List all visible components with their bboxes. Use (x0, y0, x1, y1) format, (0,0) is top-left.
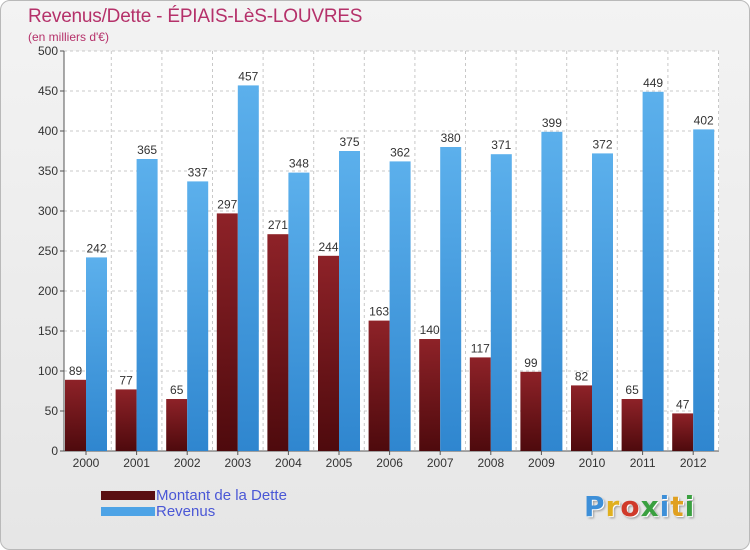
bar-dette (115, 389, 137, 451)
data-label-dette: 99 (524, 356, 538, 370)
y-tick-label: 0 (51, 444, 58, 458)
y-tick-label: 250 (38, 244, 58, 258)
bar-revenus (693, 129, 715, 451)
legend-label-revenus: Revenus (156, 503, 216, 520)
y-tick-label: 200 (38, 284, 58, 298)
data-label-revenus: 380 (441, 131, 461, 145)
bar-dette (368, 320, 390, 451)
y-tick-label: 500 (38, 44, 58, 58)
data-label-revenus: 399 (542, 116, 562, 130)
data-label-revenus: 242 (86, 241, 106, 255)
bar-revenus (440, 147, 462, 451)
y-tick-label: 300 (38, 204, 58, 218)
x-tick-label: 2009 (528, 456, 555, 470)
x-tick-label: 2000 (73, 456, 100, 470)
x-tick-label: 2010 (579, 456, 606, 470)
bar-dette (520, 371, 542, 451)
y-tick-label: 450 (38, 84, 58, 98)
data-label-dette: 65 (170, 383, 184, 397)
data-label-dette: 140 (420, 323, 440, 337)
data-label-dette: 163 (369, 305, 389, 319)
bar-revenus (592, 153, 613, 451)
bar-dette (267, 234, 289, 451)
x-tick-label: 2001 (123, 456, 150, 470)
bar-revenus (187, 181, 209, 451)
x-tick-label: 2008 (477, 456, 504, 470)
data-label-dette: 47 (676, 397, 690, 411)
data-label-dette: 82 (575, 369, 589, 383)
bar-revenus (86, 257, 107, 451)
x-tick-label: 2005 (326, 456, 353, 470)
data-label-dette: 89 (69, 364, 83, 378)
data-label-dette: 117 (471, 341, 490, 355)
bar-revenus (339, 151, 360, 451)
x-tick-label: 2003 (224, 456, 251, 470)
chart-subtitle: (en milliers d'€) (28, 30, 109, 44)
data-label-revenus: 337 (188, 165, 208, 179)
data-label-revenus: 457 (238, 69, 258, 83)
data-label-dette: 77 (119, 373, 133, 387)
legend-label-dette: Montant de la Dette (156, 487, 287, 504)
bar-dette (672, 413, 694, 451)
bar-dette (318, 255, 339, 451)
data-label-revenus: 375 (339, 135, 359, 149)
data-label-revenus: 362 (390, 145, 410, 159)
legend-swatch-dette (101, 491, 155, 500)
x-tick-label: 2006 (376, 456, 403, 470)
x-tick-label: 2012 (680, 456, 707, 470)
data-label-revenus: 371 (491, 138, 511, 152)
data-label-revenus: 449 (643, 76, 663, 90)
legend-swatch-revenus (101, 507, 155, 516)
bar-revenus (237, 85, 259, 452)
bar-revenus (541, 131, 563, 452)
bar-dette (571, 385, 592, 451)
bar-dette (65, 379, 86, 451)
x-tick-label: 2002 (174, 456, 201, 470)
x-tick-label: 2007 (427, 456, 454, 470)
bar-dette (166, 399, 188, 451)
y-tick-label: 100 (38, 364, 58, 378)
bar-dette (216, 213, 238, 451)
data-label-revenus: 402 (694, 113, 714, 127)
proxiti-logo: Proxiti (584, 490, 696, 523)
bar-dette (469, 357, 491, 451)
y-tick-label: 50 (45, 404, 59, 418)
x-tick-label: 2011 (630, 456, 656, 470)
chart-title: Revenus/Dette - ÉPIAIS-LèS-LOUVRES (28, 6, 363, 27)
bar-revenus (288, 172, 310, 451)
y-tick-label: 150 (38, 324, 58, 338)
y-tick-label: 400 (38, 124, 58, 138)
bar-dette (419, 339, 441, 451)
bar-revenus (136, 159, 158, 451)
bar-revenus (490, 154, 512, 451)
data-label-dette: 271 (268, 218, 288, 232)
data-label-dette: 65 (625, 383, 639, 397)
data-label-dette: 297 (217, 197, 237, 211)
bar-dette (621, 399, 643, 451)
bar-revenus (389, 161, 411, 451)
data-label-revenus: 365 (137, 143, 157, 157)
bar-revenus (642, 91, 664, 452)
y-tick-label: 350 (38, 164, 58, 178)
data-label-dette: 244 (318, 240, 338, 254)
data-label-revenus: 372 (592, 137, 612, 151)
data-label-revenus: 348 (289, 157, 309, 171)
x-tick-label: 2004 (275, 456, 302, 470)
